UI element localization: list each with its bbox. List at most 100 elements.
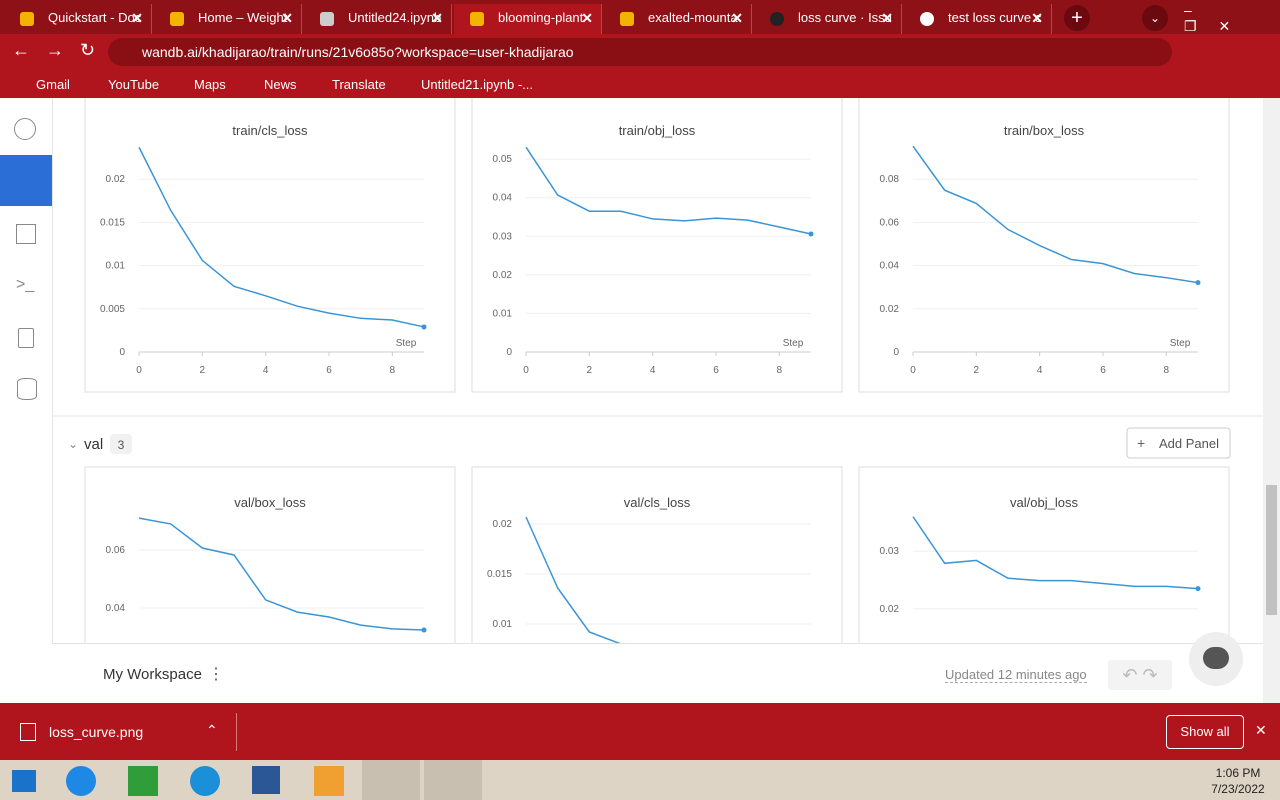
file-icon — [20, 723, 36, 741]
tab-label: blooming-plant — [498, 10, 584, 25]
panel — [471, 466, 843, 643]
panel — [858, 98, 1230, 393]
logs-icon[interactable]: >_ — [16, 276, 35, 293]
download-menu[interactable]: ⌃ — [206, 722, 218, 738]
tab-label: loss curve · Issu — [798, 10, 892, 25]
tab[interactable]: test loss curve c ✕ — [904, 4, 1052, 34]
chart-title: train/box_loss — [1004, 123, 1085, 138]
section-name: val — [84, 436, 103, 453]
y-tick-label: 0 — [119, 347, 125, 358]
charts-icon[interactable] — [0, 155, 52, 206]
taskbar-app-active[interactable] — [424, 760, 482, 800]
tab[interactable]: Quickstart - Doc ✕ — [4, 4, 152, 34]
url: wandb.ai/khadijarao/train/runs/21v6o85o?… — [142, 44, 574, 60]
chart-title: train/obj_loss — [619, 123, 696, 138]
y-tick-label: 0.01 — [493, 308, 513, 319]
panel — [84, 98, 456, 393]
taskbar-app[interactable] — [252, 766, 280, 794]
bookmark[interactable]: Untitled21.ipynb -... — [421, 77, 534, 92]
line-series — [912, 145, 1199, 284]
y-tick-label: 0.02 — [106, 174, 126, 185]
bookmark[interactable]: News — [264, 77, 297, 92]
x-tick-label: 0 — [910, 365, 916, 376]
tab-label: Home – Weight — [198, 10, 288, 25]
tab[interactable]: blooming-plant ✕ — [454, 4, 602, 34]
section-count: 3 — [118, 438, 125, 452]
taskbar-app-active[interactable] — [362, 760, 420, 800]
start-button[interactable] — [12, 770, 36, 792]
x-axis-label: Step — [1170, 338, 1191, 349]
bookmark[interactable]: Maps — [194, 77, 226, 92]
tab[interactable]: exalted-mounta ✕ — [604, 4, 752, 34]
x-tick-label: 0 — [523, 365, 529, 376]
artifacts-icon[interactable] — [17, 378, 37, 400]
tab-search[interactable]: ⌄ — [1142, 5, 1168, 31]
panel — [471, 98, 843, 393]
clock-date: 7/23/2022 — [1211, 782, 1265, 796]
x-tick-label: 0 — [136, 365, 142, 376]
y-tick-label: 0.02 — [880, 304, 900, 315]
y-tick-label: 0.02 — [493, 519, 513, 530]
line-series — [138, 146, 425, 328]
tab-label: Untitled24.ipynb — [348, 10, 442, 25]
y-tick-label: 0.02 — [493, 270, 513, 281]
collapse-icon[interactable]: ⌄ — [68, 437, 78, 451]
taskbar: 1:06 PM 7/23/2022 — [0, 760, 1280, 800]
add-panel-label: Add Panel — [1159, 436, 1219, 451]
taskbar-app[interactable] — [314, 766, 344, 796]
y-tick-label: 0 — [893, 347, 899, 358]
new-tab[interactable]: + — [1064, 5, 1090, 31]
x-tick-label: 6 — [1100, 365, 1106, 376]
scroll-thumb[interactable] — [1266, 485, 1277, 615]
x-tick-label: 2 — [974, 365, 980, 376]
download-file[interactable]: loss_curve.png — [49, 724, 144, 740]
close-downloads[interactable]: ✕ — [1255, 722, 1267, 738]
chart-title: train/cls_loss — [232, 123, 308, 138]
y-tick-label: 0.06 — [880, 217, 900, 228]
nav-buttons[interactable]: ←→↻ — [12, 40, 112, 60]
menu-icon[interactable]: ⋮ — [208, 666, 224, 683]
undo-redo[interactable]: ↶ ↷ — [1108, 660, 1172, 690]
x-tick-label: 2 — [587, 365, 593, 376]
bookmark[interactable]: Gmail — [36, 77, 70, 92]
workspace-name[interactable]: My Workspace — [103, 666, 202, 683]
taskbar-app[interactable] — [66, 766, 96, 796]
y-tick-label: 0.01 — [493, 619, 513, 630]
bookmark[interactable]: Translate — [332, 77, 386, 92]
x-tick-label: 2 — [200, 365, 206, 376]
y-tick-label: 0.05 — [493, 154, 513, 165]
tab[interactable]: loss curve · Issu ✕ — [754, 4, 902, 34]
tab-label: exalted-mounta — [648, 10, 738, 25]
end-point — [421, 627, 427, 633]
show-all-button[interactable]: Show all — [1166, 715, 1244, 749]
files-icon[interactable] — [18, 328, 34, 348]
add-panel-icon: + — [1137, 435, 1145, 451]
x-tick-label: 4 — [263, 365, 269, 376]
divider — [236, 713, 237, 751]
info-icon[interactable] — [14, 118, 36, 140]
y-tick-label: 0.015 — [100, 217, 125, 228]
tab[interactable]: Untitled24.ipynb ✕ — [304, 4, 452, 34]
x-tick-label: 4 — [650, 365, 656, 376]
bookmark[interactable]: YouTube — [108, 77, 160, 92]
x-tick-label: 4 — [1037, 365, 1043, 376]
taskbar-app[interactable] — [128, 766, 158, 796]
line-series — [912, 516, 1199, 590]
panel — [84, 466, 456, 643]
tab[interactable]: Home – Weight ✕ — [154, 4, 302, 34]
x-tick-label: 8 — [777, 365, 783, 376]
y-tick-label: 0.01 — [106, 261, 126, 272]
window-controls[interactable]: –❐✕ — [1184, 2, 1253, 34]
address-bar[interactable]: wandb.ai/khadijarao/train/runs/21v6o85o?… — [108, 38, 1172, 66]
y-tick-label: 0.02 — [880, 604, 900, 615]
system-icon[interactable] — [16, 224, 36, 244]
x-axis-label: Step — [396, 338, 417, 349]
line-series — [525, 516, 621, 643]
end-point — [1195, 586, 1201, 592]
line-series — [525, 146, 812, 235]
tab-label: Quickstart - Doc — [48, 10, 142, 25]
add-panel-button[interactable] — [1126, 427, 1231, 459]
scrollbar[interactable] — [1263, 98, 1280, 703]
taskbar-app[interactable] — [190, 766, 220, 796]
chat-button[interactable] — [1189, 632, 1243, 686]
